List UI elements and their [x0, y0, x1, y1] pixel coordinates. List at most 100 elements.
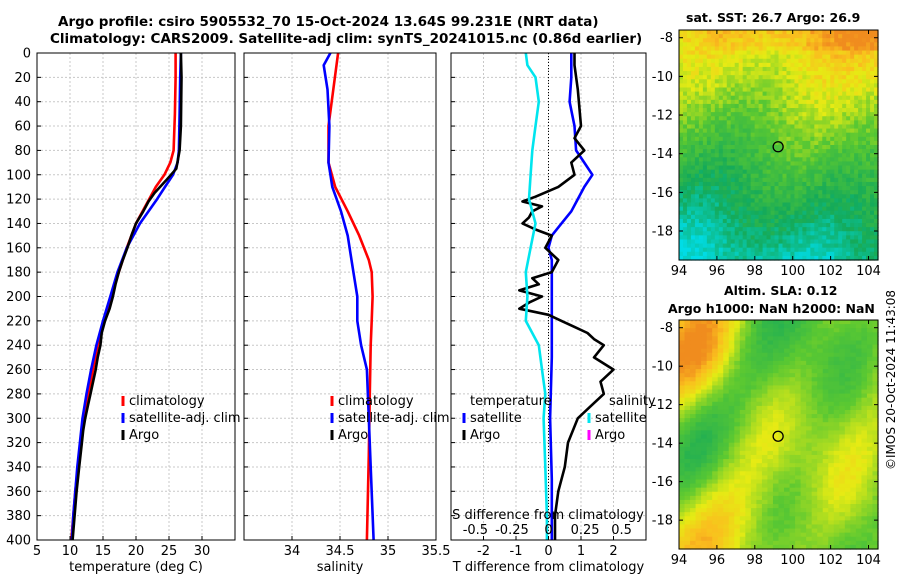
map-cell: [718, 79, 724, 84]
map-cell: [679, 112, 684, 117]
map-cell: [794, 30, 799, 35]
map-cell: [738, 103, 744, 109]
map-cell: [862, 173, 867, 179]
map-cell: [762, 223, 768, 228]
map-cell: [726, 223, 732, 228]
map-cell: [870, 190, 875, 195]
map-cell: [789, 475, 796, 481]
map-cell: [874, 46, 879, 52]
map-cell: [702, 153, 708, 158]
map-cell: [830, 136, 835, 142]
map-cell: [746, 58, 752, 64]
map-cell: [838, 227, 843, 232]
map-cell: [761, 332, 769, 337]
map-cell: [806, 214, 811, 220]
map-cell: [870, 206, 875, 212]
map-cell: [828, 352, 835, 358]
map-cell: [790, 83, 796, 89]
map-cell: [794, 71, 799, 76]
map-cell: [800, 471, 807, 476]
map-cell: [714, 206, 720, 212]
map-cell: [855, 405, 863, 411]
map-cell: [694, 132, 700, 138]
map-cell: [854, 218, 859, 224]
map-cell: [786, 239, 792, 245]
map-cell: [789, 442, 796, 448]
map-cell: [745, 528, 752, 534]
map-cell: [862, 210, 867, 216]
map-cell: [742, 186, 748, 191]
y-tick-label: 120: [6, 193, 31, 208]
map-cell: [795, 459, 802, 464]
map-cell: [686, 30, 692, 35]
map-cell: [761, 373, 769, 378]
map-cell: [854, 227, 859, 232]
map-cell: [844, 426, 851, 432]
map-cell: [850, 30, 855, 35]
map-cell: [818, 99, 823, 105]
map-cell: [798, 153, 803, 158]
map-cell: [718, 91, 724, 97]
map-cell: [766, 42, 772, 48]
map-cell: [679, 136, 684, 142]
map-cell: [817, 320, 824, 325]
map-cell: [690, 120, 696, 126]
map-cell: [695, 328, 702, 333]
x-tick-label: 34: [284, 544, 301, 559]
map-cell: [690, 190, 696, 195]
map-cell: [834, 145, 839, 150]
map-cell: [798, 202, 803, 208]
map-cell: [858, 46, 863, 52]
map-cell: [750, 528, 757, 534]
map-cell: [730, 218, 736, 224]
map-cell: [762, 181, 768, 187]
map-cell: [800, 385, 807, 391]
map-cell: [746, 247, 752, 253]
map-cell: [695, 414, 702, 419]
map-cell: [818, 218, 823, 224]
map-cell: [817, 377, 824, 382]
map-cell: [786, 161, 792, 167]
map-cell: [814, 251, 819, 257]
map-cell: [778, 120, 784, 126]
map-cell: [810, 198, 815, 204]
map-cell: [750, 42, 756, 48]
map-cell: [855, 450, 863, 456]
map-cell: [710, 34, 716, 39]
map-cell: [872, 422, 879, 427]
map-cell: [734, 344, 741, 350]
map-cell: [833, 459, 840, 464]
map-cell: [802, 190, 807, 195]
map-cell: [872, 487, 879, 493]
map-cell: [702, 206, 708, 212]
map-cell: [855, 459, 863, 464]
map-cell: [846, 157, 851, 163]
map-cell: [850, 190, 855, 195]
map-cell: [814, 83, 819, 89]
map-cell: [679, 389, 686, 395]
map-cell: [844, 430, 851, 436]
map-cell: [866, 340, 874, 346]
map-cell: [686, 251, 692, 257]
map-cell: [817, 487, 824, 493]
map-y-tick-label: -18: [652, 225, 673, 240]
map-cell: [702, 186, 708, 191]
map-cell: [833, 528, 840, 534]
map-cell: [810, 255, 815, 261]
map-cell: [722, 255, 728, 261]
map-cell: [850, 479, 857, 485]
map-cell: [770, 112, 776, 117]
map-cell: [806, 218, 811, 224]
map-cell: [834, 157, 839, 163]
map-cell: [834, 58, 839, 64]
map-cell: [690, 231, 696, 236]
map-cell: [834, 223, 839, 228]
map-cell: [806, 247, 811, 253]
map-cell: [862, 108, 867, 113]
map-cell: [839, 430, 846, 436]
map-cell: [728, 336, 735, 342]
map-cell: [870, 177, 875, 183]
map-cell: [728, 324, 735, 329]
map-cell: [734, 483, 741, 489]
map-cell: [806, 153, 811, 158]
